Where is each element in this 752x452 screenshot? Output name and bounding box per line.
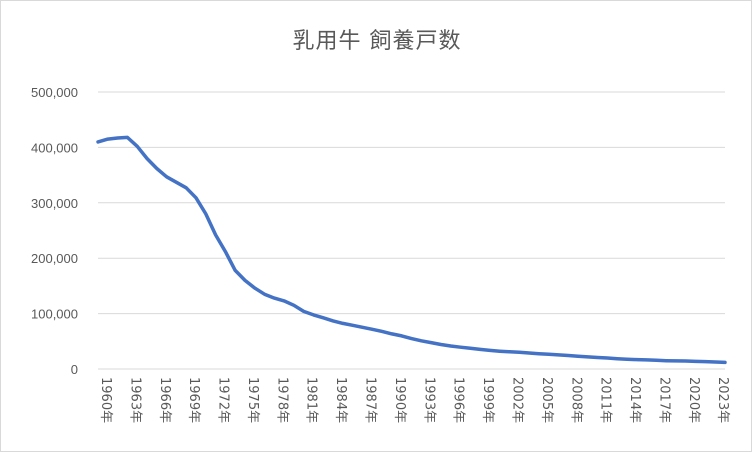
x-axis-ticks: 1960年 1963年 1966年 1969年 1972年 1975年 1978年 1981年… [98,377,730,423]
x-tick-label: 1984年 [333,377,348,423]
x-tick-label: 2023年 [715,377,730,423]
x-tick-label: 2005年 [539,377,554,423]
y-tick-label: 200,000 [31,251,78,266]
x-tick-label: 2002年 [509,377,524,423]
y-tick-label: 300,000 [31,196,78,211]
x-tick-label: 2011年 [598,377,613,423]
x-tick-label: 1981年 [304,377,319,423]
x-tick-label: 1975年 [245,377,260,423]
x-tick-label: 1972年 [216,377,231,423]
x-tick-label: 2014年 [627,377,642,423]
x-tick-label: 2020年 [686,377,701,423]
y-tick-label: 400,000 [31,140,78,155]
x-tick-label: 1996年 [451,377,466,423]
x-tick-label: 1978年 [274,377,289,423]
chart-title: 乳用牛 飼養戸数 [292,29,462,54]
x-tick-label: 1966年 [157,377,172,423]
x-tick-label: 1963年 [127,377,142,423]
y-axis-ticks: 0 100,000 200,000 300,000 400,000 500,000 [31,85,78,377]
gridlines [98,91,725,370]
y-tick-label: 500,000 [31,85,78,100]
series-line [96,135,727,365]
y-tick-label: 0 [71,362,78,377]
x-tick-label: 1993年 [421,377,436,423]
x-tick-label: 1999年 [480,377,495,423]
x-tick-label: 2008年 [568,377,583,423]
x-tick-label: 1987年 [363,377,378,423]
x-tick-label: 2017年 [656,377,671,423]
y-tick-label: 100,000 [31,307,78,322]
series-layer [96,135,727,365]
x-tick-label: 1969年 [186,377,201,423]
x-tick-label: 1960年 [98,377,113,423]
x-tick-label: 1990年 [392,377,407,423]
